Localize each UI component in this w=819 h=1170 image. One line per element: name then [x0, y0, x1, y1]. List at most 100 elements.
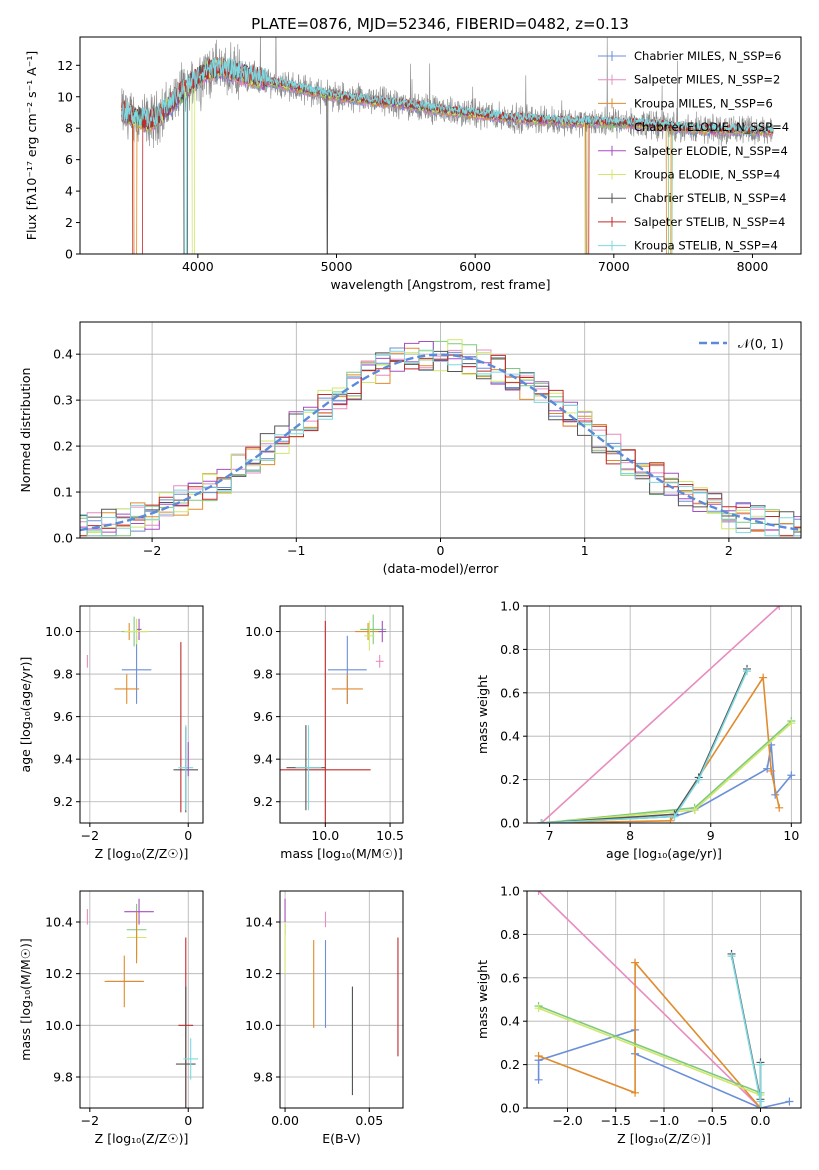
- x-tick-label: 0.05: [355, 1113, 383, 1128]
- x-axis-label: wavelength [Angstrom, rest frame]: [330, 277, 550, 292]
- x-tick-label: −1: [287, 543, 305, 558]
- weight-series-2: [541, 675, 780, 823]
- plot-area: [121, 37, 774, 254]
- weight-marker: [767, 766, 776, 775]
- weight-marker: [534, 1051, 543, 1060]
- weight-series-5: [541, 668, 748, 823]
- y-tick-label: 0.8: [500, 927, 520, 942]
- y-axis-label: age [log₁₀(age/yr)]: [18, 657, 33, 773]
- y-tick-label: 0.6: [500, 970, 520, 985]
- legend-entry: Kroupa ELODIE, N_SSP=4: [634, 168, 780, 182]
- y-axis-label: mass [log₁₀(M/M☉)]: [18, 938, 33, 1060]
- y-tick-label: 0.8: [500, 642, 520, 657]
- y-tick-label: 6: [65, 152, 73, 167]
- chart-weight_vs_Z: −2.0 −1.5 −1.0 −0.5 0.0 0.0 0.2 0.4 0.6 0.8 1.0 Z […: [475, 884, 802, 1146]
- weight-marker: [534, 1075, 543, 1084]
- x-tick-label: 5000: [321, 259, 353, 274]
- weight-marker: [787, 719, 796, 728]
- axes-frame: [79, 321, 802, 539]
- errorbar-point: [136, 618, 142, 641]
- errorbar-point: [183, 1038, 199, 1080]
- x-axis-label: age [log₁₀(age/yr)]: [606, 846, 722, 861]
- x-tick-label: 0.0: [751, 1113, 771, 1128]
- y-tick-label: 0.4: [500, 1014, 520, 1029]
- plot-area: [80, 339, 801, 537]
- chart-mass_vs_ebv: 0.00 0.05 9.8 10.0 10.2 10.4 E(B-V): [245, 890, 404, 1146]
- weight-series-4: [541, 722, 792, 823]
- y-tick-label: 0.2: [500, 1057, 520, 1072]
- x-tick-label: 4000: [182, 259, 214, 274]
- x-tick-label: 10.0: [311, 828, 339, 843]
- y-tick-label: 9.6: [53, 709, 73, 724]
- axes-frame: [79, 36, 802, 255]
- y-axis-label: mass weight: [475, 960, 490, 1039]
- axes-frame: [279, 890, 404, 1109]
- axes-frame: [279, 605, 404, 824]
- chart-spectrum: 4000 5000 6000 7000 8000 0 2 4 6 8 10 12 wavelength …: [24, 36, 802, 292]
- legend-entry: Salpeter STELIB, N_SSP=4: [634, 215, 785, 229]
- y-tick-label: 9.2: [53, 794, 73, 809]
- x-tick-label: 8: [626, 828, 634, 843]
- x-axis-label: Z [log₁₀(Z/Z☉)]: [617, 1131, 711, 1146]
- axes-frame: [526, 890, 802, 1109]
- x-tick-label: 7000: [598, 259, 630, 274]
- y-tick-label: 2: [65, 215, 73, 230]
- axes-frame: [526, 605, 802, 824]
- x-tick-label: −0.5: [697, 1113, 727, 1128]
- y-tick-label: 0.1: [53, 485, 73, 500]
- plot-area: [537, 606, 796, 823]
- x-axis-label: Z [log₁₀(Z/Z☉)]: [95, 846, 189, 861]
- x-tick-label: −2: [143, 543, 161, 558]
- weight-series-1: [538, 891, 762, 1108]
- y-tick-label: 1.0: [500, 599, 520, 614]
- plot-area: [86, 898, 199, 1108]
- legend-entry: Chabrier ELODIE, N_SSP=4: [634, 120, 789, 134]
- errorbar-point: [355, 623, 381, 641]
- histogram-series-4: [80, 341, 801, 537]
- plot-area: [86, 616, 199, 813]
- weight-marker: [670, 812, 679, 821]
- legend-entry: Chabrier MILES, N_SSP=6: [634, 49, 781, 63]
- x-tick-label: −2: [81, 828, 99, 843]
- weight-marker: [787, 771, 796, 780]
- y-tick-label: 10.2: [245, 966, 273, 981]
- histogram-series-5: [80, 339, 801, 537]
- weight-series-6: [541, 670, 748, 823]
- y-tick-label: 9.4: [253, 752, 273, 767]
- y-tick-label: 8: [65, 121, 73, 136]
- figure-title: PLATE=0876, MJD=52346, FIBERID=0482, z=0…: [251, 15, 629, 33]
- weight-marker: [756, 1104, 765, 1108]
- y-tick-label: 0.0: [500, 1101, 520, 1116]
- y-tick-label: 0.3: [53, 393, 73, 408]
- x-tick-label: 0: [437, 543, 445, 558]
- y-tick-label: 10.0: [45, 1018, 73, 1033]
- legend-entry: 𝒩(0, 1): [738, 336, 784, 351]
- weight-marker: [727, 952, 736, 961]
- errorbar-point: [375, 654, 384, 668]
- weight-marker: [763, 764, 772, 773]
- x-tick-label: 2: [725, 543, 733, 558]
- x-axis-label: E(B-V): [322, 1131, 361, 1146]
- x-tick-label: 1: [581, 543, 589, 558]
- y-tick-label: 0.2: [53, 439, 73, 454]
- y-tick-label: 10.0: [45, 624, 73, 639]
- y-axis-label: Normed distribution: [18, 368, 33, 493]
- errorbar-point: [114, 674, 140, 704]
- weight-marker: [537, 819, 546, 823]
- x-tick-label: 8000: [737, 259, 769, 274]
- y-tick-label: 10.2: [45, 966, 73, 981]
- weight-marker: [534, 1004, 543, 1013]
- gaussian-curve: [80, 353, 799, 532]
- weight-marker: [690, 805, 699, 814]
- legend-entry: Kroupa MILES, N_SSP=6: [634, 96, 773, 110]
- plot-area: [534, 891, 794, 1108]
- weight-marker: [756, 1060, 765, 1069]
- legend-entry: Chabrier STELIB, N_SSP=4: [634, 191, 786, 205]
- chart-residuals: −2 −1 0 1 2 0.0 0.1 0.2 0.3 0.4 (data-model)/error…: [18, 321, 802, 576]
- y-tick-label: 9.6: [253, 709, 273, 724]
- chart-age_vs_Z: −2 0 9.2 9.4 9.6 9.8 10.0 Z [log₁₀(Z/Z☉)] age [l…: [18, 605, 204, 861]
- weight-marker: [775, 606, 784, 610]
- x-tick-label: −1.0: [649, 1113, 679, 1128]
- y-tick-label: 9.8: [53, 1070, 73, 1085]
- weight-marker: [694, 775, 703, 784]
